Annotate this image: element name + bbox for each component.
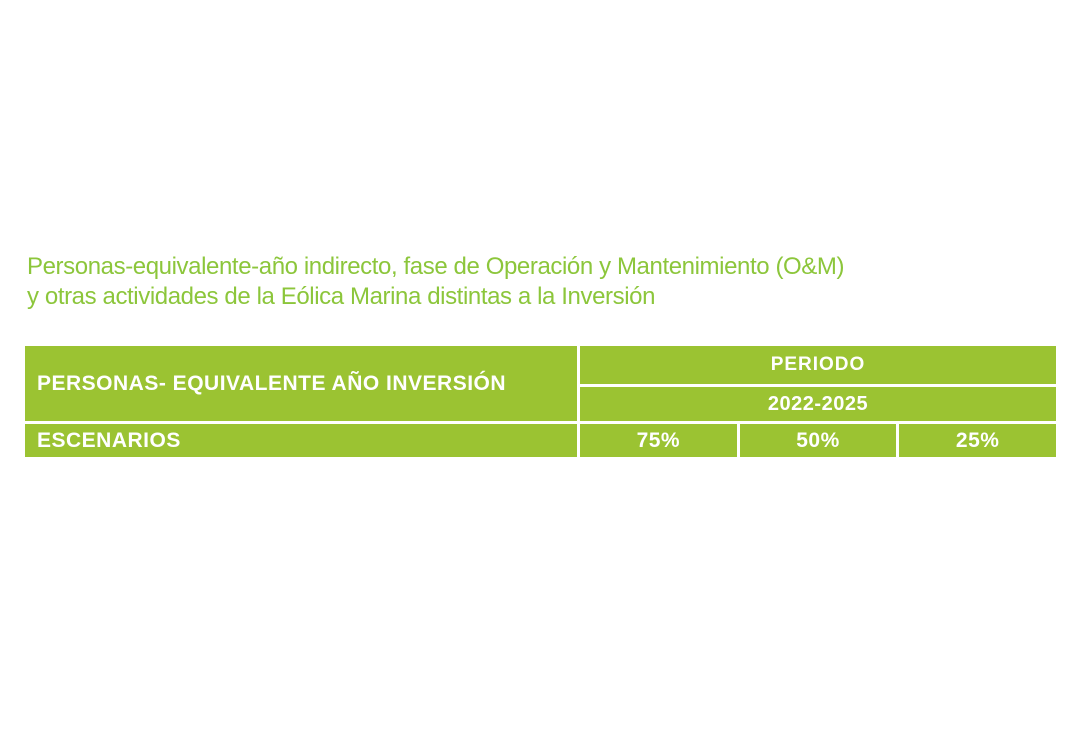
period-range-cell: 2022-2025 (580, 387, 1056, 421)
scenarios-label-cell: ESCENARIOS (25, 424, 577, 457)
scenarios-row: ESCENARIOS 75% 50% 25% (25, 424, 1057, 457)
period-column-group: PERIODO 2022-2025 (580, 346, 1056, 421)
header-left-cell: PERSONAS- EQUIVALENTE AÑO INVERSIÓN (25, 346, 577, 421)
caption-line-2: y otras actividades de la Eólica Marina … (27, 283, 656, 310)
data-table: PERSONAS- EQUIVALENTE AÑO INVERSIÓN PERI… (25, 346, 1057, 457)
table-header-row: PERSONAS- EQUIVALENTE AÑO INVERSIÓN PERI… (25, 346, 1056, 421)
scenario-cell-50: 50% (739, 424, 897, 457)
scenario-values-group: 75% 50% 25% (580, 424, 1057, 457)
period-header-cell: PERIODO (580, 346, 1056, 384)
scenario-cell-25: 25% (899, 424, 1057, 457)
caption-line-1: Personas-equivalente-año indirecto, fase… (27, 253, 845, 280)
scenario-cell-75: 75% (580, 424, 737, 457)
table-caption: Personas-equivalente-año indirecto, fase… (27, 252, 845, 312)
